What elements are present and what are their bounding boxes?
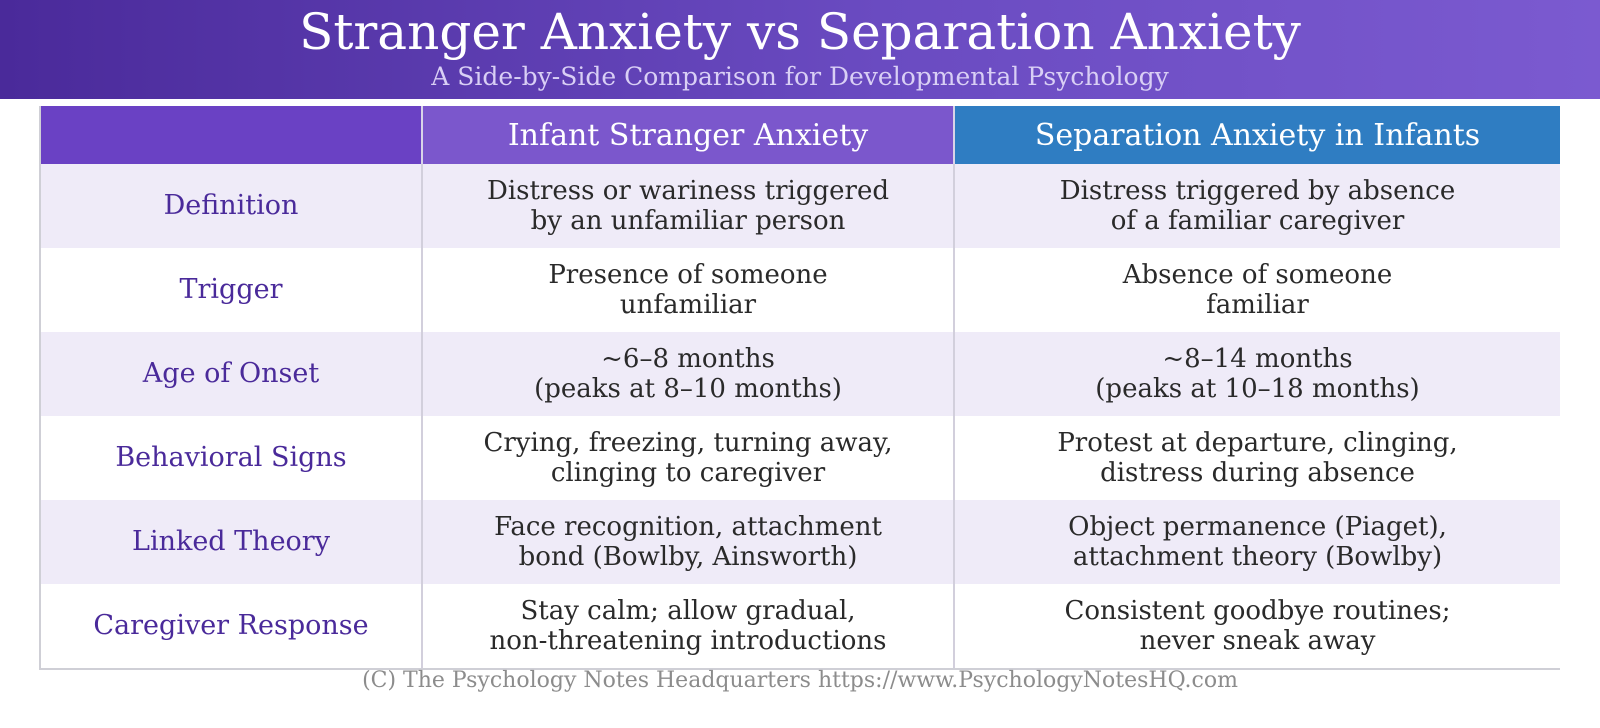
separation-anxiety-cell: Protest at departure, clinging, distress …	[954, 416, 1560, 500]
table-row: Trigger Presence of someone unfamiliar Abse…	[41, 248, 1560, 332]
comparison-table-container: Infant Stranger Anxiety Separation Anxie…	[39, 106, 1560, 670]
separation-anxiety-cell: ~8–14 months (peaks at 10–18 months)	[954, 332, 1560, 416]
separation-anxiety-cell: Object permanence (Piaget), attachment th…	[954, 500, 1560, 584]
stranger-anxiety-cell: Stay calm; allow gradual, non-threatening…	[422, 584, 955, 668]
cell-line: Face recognition, attachment	[494, 512, 882, 542]
page-title: Stranger Anxiety vs Separation Anxiety	[299, 3, 1301, 61]
cell-line: unfamiliar	[619, 290, 757, 320]
row-label: Behavioral Signs	[41, 416, 423, 500]
cell-line: Absence of someone	[1122, 260, 1393, 290]
cell-line: Protest at departure, clinging,	[1057, 428, 1458, 458]
cell-line: of a familiar caregiver	[1110, 206, 1405, 236]
table-row: Behavioral Signs Crying, freezing, turnin…	[41, 416, 1560, 500]
page-subtitle: A Side-by-Side Comparison for Developmen…	[431, 62, 1169, 91]
table-row: Linked Theory Face recognition, attachmen…	[41, 500, 1560, 584]
column-header-separation-anxiety: Separation Anxiety in Infants	[954, 106, 1560, 164]
cell-line: Consistent goodbye routines;	[1064, 596, 1451, 626]
cell-line: ~8–14 months	[1162, 344, 1353, 374]
row-label: Age of Onset	[41, 332, 423, 416]
row-label: Linked Theory	[41, 500, 423, 584]
stranger-anxiety-cell: Distress or wariness triggered by an unfa…	[422, 164, 955, 248]
cell-line: Stay calm; allow gradual,	[520, 596, 856, 626]
table-header-row: Infant Stranger Anxiety Separation Anxie…	[41, 106, 1560, 164]
column-header-blank	[41, 106, 423, 164]
cell-line: Presence of someone	[548, 260, 828, 290]
separation-anxiety-cell: Consistent goodbye routines; never sneak …	[954, 584, 1560, 668]
row-label: Trigger	[41, 248, 423, 332]
table-row: Definition Distress or wariness triggered…	[41, 164, 1560, 248]
table-row: Age of Onset ~6–8 months (peaks at 8–10 mo…	[41, 332, 1560, 416]
cell-line: by an unfamiliar person	[530, 206, 846, 236]
cell-line: ~6–8 months	[601, 344, 775, 374]
row-label: Caregiver Response	[41, 584, 423, 668]
table-row: Caregiver Response Stay calm; allow gradu…	[41, 584, 1560, 668]
stranger-anxiety-cell: Presence of someone unfamiliar	[422, 248, 955, 332]
stranger-anxiety-cell: ~6–8 months (peaks at 8–10 months)	[422, 332, 955, 416]
cell-line: Distress triggered by absence	[1059, 176, 1456, 206]
cell-line: never sneak away	[1139, 626, 1376, 656]
cell-line: distress during absence	[1100, 458, 1415, 488]
cell-line: Crying, freezing, turning away,	[483, 428, 893, 458]
column-header-stranger-anxiety: Infant Stranger Anxiety	[422, 106, 955, 164]
header-banner: Stranger Anxiety vs Separation Anxiety A…	[0, 0, 1600, 99]
cell-line: clinging to caregiver	[550, 458, 826, 488]
separation-anxiety-cell: Absence of someone familiar	[954, 248, 1560, 332]
row-label: Definition	[41, 164, 423, 248]
cell-line: attachment theory (Bowlby)	[1072, 542, 1443, 572]
cell-line: (peaks at 8–10 months)	[534, 374, 842, 404]
stranger-anxiety-cell: Face recognition, attachment bond (Bowlby…	[422, 500, 955, 584]
cell-line: non-threatening introductions	[489, 626, 887, 656]
cell-line: familiar	[1206, 290, 1309, 320]
comparison-table: Infant Stranger Anxiety Separation Anxie…	[41, 106, 1560, 668]
cell-line: Object permanence (Piaget),	[1068, 512, 1447, 542]
cell-line: (peaks at 10–18 months)	[1095, 374, 1420, 404]
cell-line: Distress or wariness triggered	[487, 176, 889, 206]
separation-anxiety-cell: Distress triggered by absence of a famili…	[954, 164, 1560, 248]
cell-line: bond (Bowlby, Ainsworth)	[518, 542, 858, 572]
stranger-anxiety-cell: Crying, freezing, turning away, clinging …	[422, 416, 955, 500]
footer-credit: (C) The Psychology Notes Headquarters ht…	[362, 668, 1238, 693]
table-body: Definition Distress or wariness triggered…	[41, 164, 1560, 668]
